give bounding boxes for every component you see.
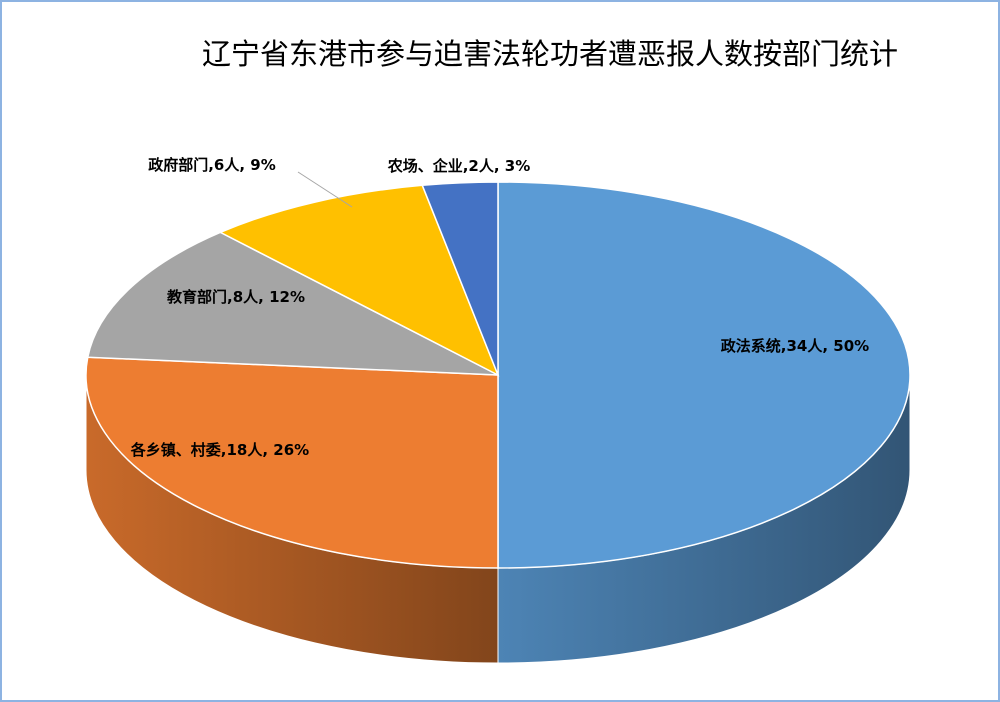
data-label: 农场、企业,2人, 3% xyxy=(387,157,531,175)
data-label: 各乡镇、村委,18人, 26% xyxy=(130,441,310,459)
slice xyxy=(218,184,500,377)
data-label: 教育部门,8人, 12% xyxy=(167,288,305,306)
data-label: 政法系统,34人, 50% xyxy=(720,337,870,355)
data-label: 政府部门,6人, 9% xyxy=(148,156,276,174)
slice xyxy=(421,181,499,376)
slice xyxy=(86,231,499,376)
leader-line xyxy=(297,171,353,208)
slice xyxy=(497,181,911,569)
slice xyxy=(85,356,499,569)
chart-title: 辽宁省东港市参与迫害法轮功者遭恶报人数按部门统计 xyxy=(201,37,899,71)
